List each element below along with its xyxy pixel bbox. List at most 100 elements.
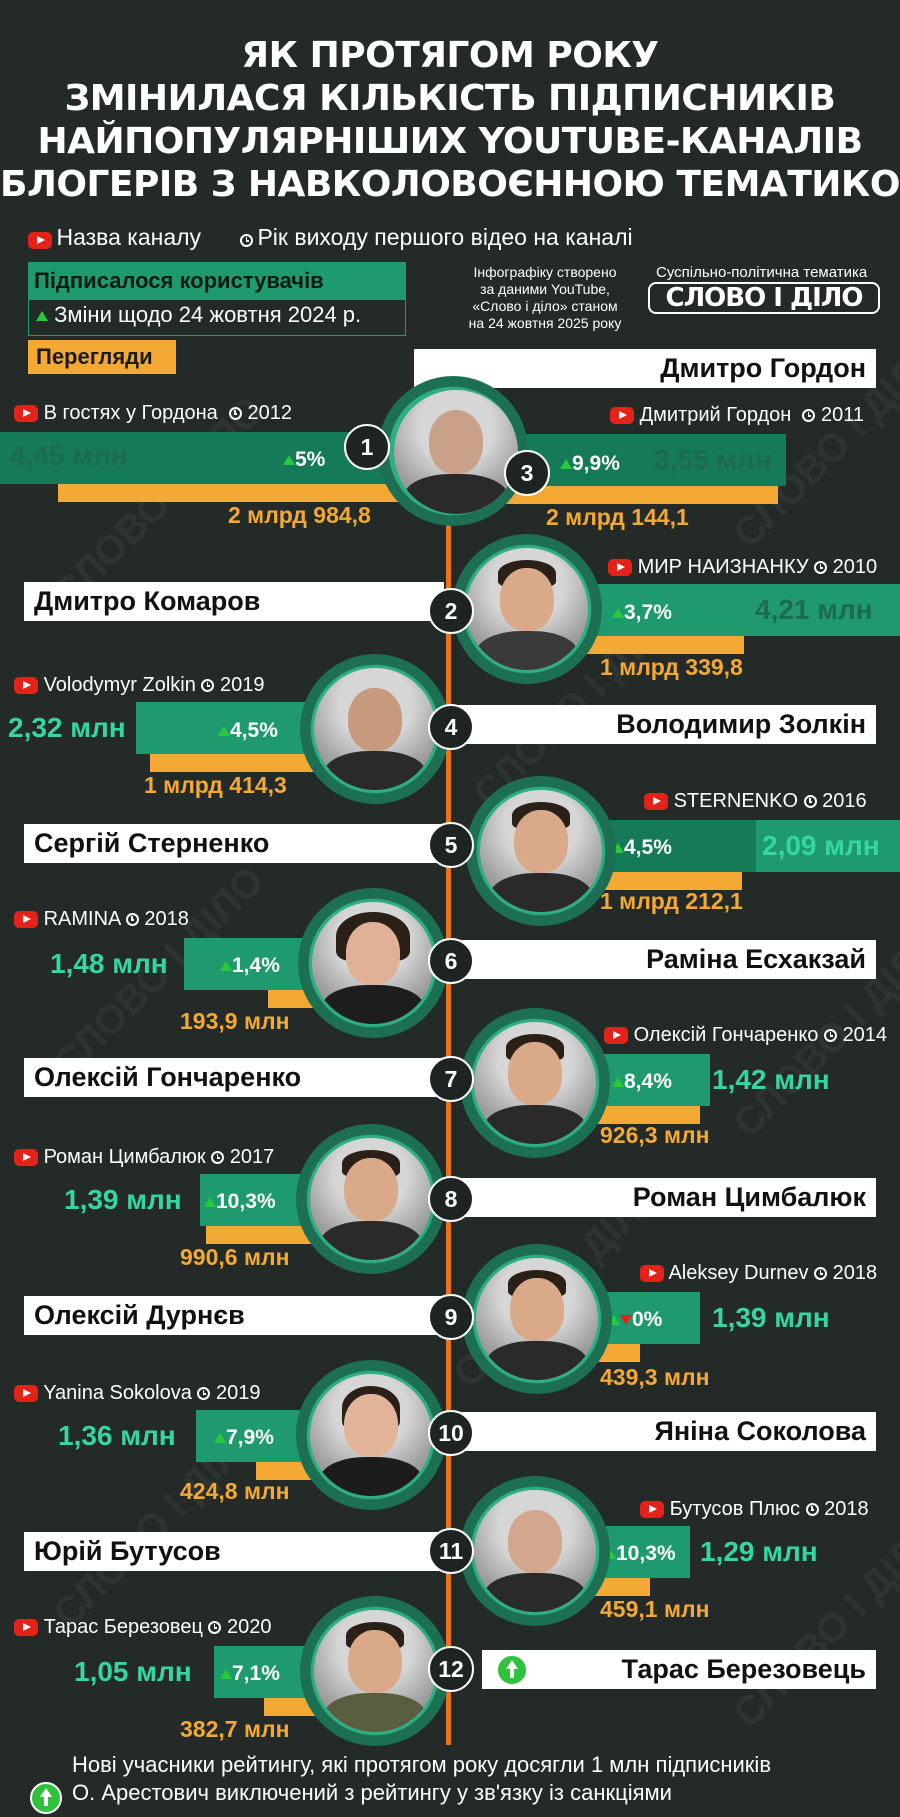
up-triangle-icon [604, 1549, 616, 1560]
person-name: Яніна Соколова [452, 1412, 876, 1451]
subscribers-value: 1,42 млн [712, 1064, 830, 1095]
change-value: 0% [608, 1308, 662, 1332]
person-name: Олексій Гончаренко [24, 1058, 444, 1097]
person-name: Сергій Стерненко [24, 824, 444, 863]
change-value: 3,7% [612, 601, 672, 625]
person-photo [314, 1610, 436, 1732]
subscribers-value: 1,05 млн [74, 1656, 192, 1687]
person-name: Раміна Есхакзай [454, 940, 876, 979]
up-triangle-icon [204, 1197, 216, 1208]
up-triangle-icon [612, 1077, 624, 1088]
source-line: на 24 жовтня 2025 року [468, 315, 622, 331]
channel-label: Volodymyr Zolkin 2019 [14, 674, 264, 697]
subscribers-value: 1,36 млн [58, 1420, 176, 1451]
clock-icon [211, 1151, 225, 1165]
youtube-icon [640, 1265, 664, 1283]
channel-label: Олексій Гончаренко 2014 [604, 1024, 887, 1047]
rank-badge: 5 [428, 822, 474, 868]
clock-icon [803, 795, 817, 809]
person-photo [480, 790, 602, 912]
clock-icon [824, 1029, 837, 1043]
up-triangle-icon [560, 459, 572, 470]
change-value: 7,1% [220, 1662, 280, 1686]
channel-label: RAMINA 2018 [14, 908, 189, 931]
rank-badge: 8 [428, 1176, 474, 1222]
source-line: «Слово і діло» станом [472, 298, 618, 314]
change-value: 4,5% [218, 719, 278, 743]
channel-label: МИР НАИЗНАНКУ 2010 [608, 556, 877, 579]
source-note: Інфографіку створено за даними YouTube, … [440, 264, 650, 332]
subscribers-value: 4,21 млн [755, 594, 873, 625]
person-name: Дмитро Комаров [24, 582, 444, 621]
subscribers-value: 1,39 млн [64, 1184, 182, 1215]
person-photo [314, 668, 436, 790]
clock-icon [197, 1387, 211, 1401]
page-title: ЯК ПРОТЯГОМ РОКУ ЗМІНИЛАСЯ КІЛЬКІСТЬ ПІД… [0, 34, 900, 206]
views-value: 2 млрд 144,1 [546, 504, 689, 530]
youtube-icon [14, 1385, 38, 1403]
clock-icon [814, 561, 828, 575]
rank-badge: 4 [428, 704, 474, 750]
views-value: 424,8 млн [180, 1478, 290, 1504]
person-photo [474, 1022, 596, 1144]
clock-icon [228, 407, 242, 421]
legend-views: Перегляди [28, 340, 176, 374]
subscribers-value: 1,48 млн [50, 948, 168, 979]
rank-badge: 2 [428, 588, 474, 634]
person-photo [476, 1258, 598, 1380]
rank-badge: 1 [344, 424, 390, 470]
views-bar [500, 486, 778, 504]
change-value: 10,3% [204, 1190, 276, 1214]
legend-year: Рік виходу першого відео на каналі [240, 224, 633, 251]
up-triangle-icon [608, 1315, 620, 1326]
channel-label: Aleksey Durnev 2018 [640, 1262, 877, 1285]
subscribers-value: 3,55 млн [654, 444, 772, 475]
person-name: Тарас Березовець [482, 1650, 876, 1689]
person-name: Володимир Золкін [452, 705, 876, 744]
person-name: Роман Цимбалюк [452, 1178, 876, 1217]
clock-icon [240, 234, 253, 248]
rank-badge: 3 [504, 450, 550, 496]
clock-icon [201, 679, 215, 693]
up-triangle-icon [612, 608, 624, 619]
views-value: 459,1 млн [600, 1596, 710, 1622]
footer-excluded: О. Арестович виключений з рейтингу у зв'… [72, 1780, 672, 1805]
views-value: 193,9 млн [180, 1008, 290, 1034]
legend-subscribers: Підписалося користувачів [28, 262, 406, 300]
views-value: 1 млрд 414,3 [144, 772, 287, 798]
views-value: 382,7 млн [180, 1716, 290, 1742]
change-value: 4,5% [612, 836, 672, 860]
views-value: 1 млрд 212,1 [600, 888, 743, 914]
subscribers-bar [0, 432, 410, 484]
up-triangle-icon [220, 961, 232, 972]
brand-logo: СЛОВО І ДІЛО [648, 282, 880, 314]
footer-new-members: Нові учасники рейтингу, які протягом рок… [72, 1752, 772, 1777]
youtube-icon [14, 677, 38, 695]
rank-badge: 10 [428, 1410, 474, 1456]
channel-label: Бутусов Плюс 2018 [640, 1498, 869, 1521]
legend-channel: Назва каналу [28, 224, 201, 251]
channel-label: Yanina Sokolova 2019 [14, 1382, 260, 1405]
new-member-icon [496, 1654, 528, 1686]
person-name: Юрій Бутусов [24, 1532, 444, 1571]
youtube-icon [608, 559, 632, 577]
views-value: 926,3 млн [600, 1122, 710, 1148]
legend-channel-label: Назва каналу [56, 224, 202, 250]
subscribers-value: 1,29 млн [700, 1536, 818, 1567]
views-value: 1 млрд 339,8 [600, 654, 743, 680]
views-value: 990,6 млн [180, 1244, 290, 1270]
youtube-icon [14, 911, 38, 929]
title-line: ЗМІНИЛАСЯ КІЛЬКІСТЬ ПІДПИСНИКІВ [64, 78, 836, 119]
person-name: Олексій Дурнєв [24, 1296, 444, 1335]
clock-icon [125, 913, 139, 927]
channel-label: Дмитрий Гордон 2011 [610, 404, 864, 427]
title-line: НАЙПОПУЛЯРНІШИХ YOUTUBE-КАНАЛІВ [37, 121, 863, 162]
person-photo [312, 902, 434, 1024]
rank-badge: 6 [428, 938, 474, 984]
brand-tagline: Суспільно-політична тематика [656, 264, 868, 281]
channel-label: Роман Цимбалюк 2017 [14, 1146, 274, 1169]
new-member-icon [30, 1782, 62, 1814]
up-triangle-icon [612, 843, 624, 854]
change-value: 10,3% [604, 1542, 676, 1566]
change-value: 1,4% [220, 954, 280, 978]
